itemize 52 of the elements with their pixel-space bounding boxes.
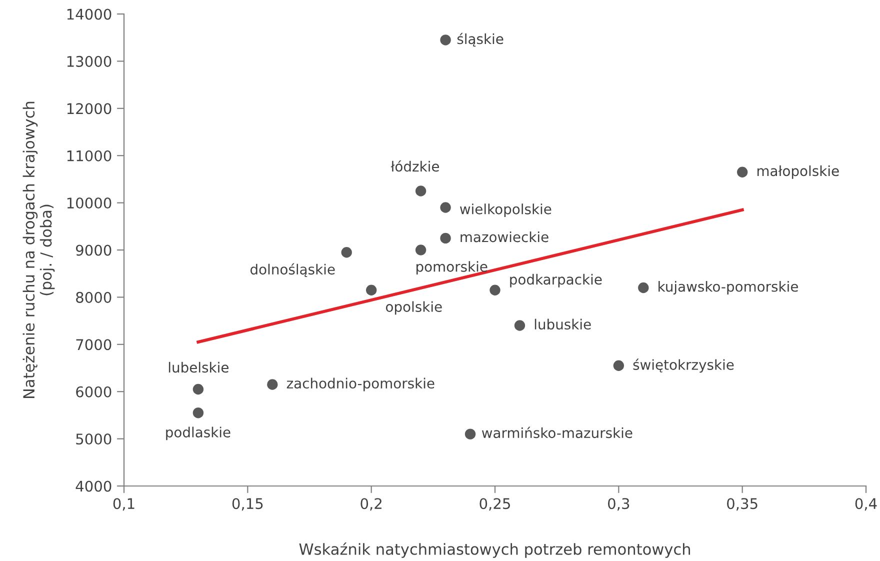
annotation: mazowieckie xyxy=(460,231,548,242)
annotation: łódzkie xyxy=(390,160,440,172)
y-tick-label: 14000 xyxy=(67,8,112,20)
point xyxy=(341,247,352,258)
x-tick-label: 0,3 xyxy=(608,498,630,511)
point xyxy=(192,384,204,395)
y-tick-label: 7000 xyxy=(76,339,112,350)
x-tick-label: 0,2 xyxy=(360,498,382,511)
point xyxy=(464,428,476,440)
point xyxy=(267,379,278,390)
x-tick-label: 0,25 xyxy=(480,498,510,511)
annotation: lubuskie xyxy=(534,318,591,330)
point xyxy=(490,284,500,296)
annotation: lubelskie xyxy=(168,362,228,373)
point xyxy=(192,407,204,418)
annotation: dolnośląskie xyxy=(250,263,335,278)
point xyxy=(736,166,748,178)
point xyxy=(440,202,451,213)
y-tick-label: 5000 xyxy=(76,434,112,445)
y-tick-label: 4000 xyxy=(76,480,112,492)
y-tick-label: 13000 xyxy=(67,56,112,67)
annotation: śląskie xyxy=(457,32,504,47)
point xyxy=(366,284,377,296)
annotation: świętokrzyskie xyxy=(633,358,734,373)
y-axis-title: Natężenie ruchu na drogach krajowych (poj. / doba) xyxy=(22,102,55,398)
point xyxy=(638,282,649,294)
annotation: podkarpackie xyxy=(510,274,602,288)
x-tick-label: 0,1 xyxy=(113,498,134,511)
x-axis-title: Wskaźnik natychmiastowych potrzeb remontowych xyxy=(299,542,690,558)
point xyxy=(440,232,451,244)
annotation: wielkopolskie xyxy=(460,204,552,218)
x-tick-label: 0,35 xyxy=(727,498,758,511)
y-tick-label: 11000 xyxy=(67,150,112,162)
point xyxy=(415,244,426,256)
y-tick-label: 10000 xyxy=(67,198,112,209)
point xyxy=(440,34,451,46)
annotation: małopolskie xyxy=(757,165,839,179)
x-tick-label: 0,4 xyxy=(855,498,877,511)
annotation: podlaskie xyxy=(166,426,230,440)
point xyxy=(514,320,526,331)
annotation: opolskie xyxy=(386,301,442,315)
point xyxy=(415,186,426,196)
y-tick-label: 8000 xyxy=(76,292,112,303)
y-tick-label: 6000 xyxy=(76,386,112,398)
y-tick-label: 12000 xyxy=(67,103,112,114)
annotation: warmińsko-mazurskie xyxy=(482,426,632,438)
annotation: pomorskie xyxy=(416,261,488,275)
x-tick-label: 0,15 xyxy=(232,498,263,511)
annotation: zachodnio-pomorskie xyxy=(286,378,434,392)
y-tick-label: 9000 xyxy=(76,244,112,256)
point xyxy=(613,360,624,371)
annotation: kujawsko-pomorskie xyxy=(658,281,798,294)
